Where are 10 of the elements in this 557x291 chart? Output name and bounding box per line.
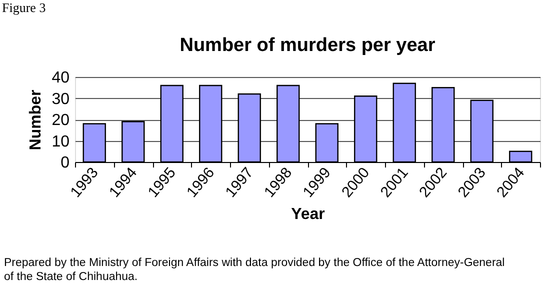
y-axis-title: Number xyxy=(28,90,45,150)
y-tick-label: 0 xyxy=(60,154,70,172)
y-tick-label: 40 xyxy=(52,70,70,86)
chart-title: Number of murders per year xyxy=(180,35,436,56)
y-tick-label: 10 xyxy=(52,133,70,150)
x-axis-title: Year xyxy=(291,206,325,224)
y-tick-label: 20 xyxy=(52,112,70,129)
caption: Figure 3 xyxy=(2,0,46,15)
text: Prepared by the Ministry of Foreign Affairs with data provided by the Office of the Attorney-General of the State of Chihuahua. xyxy=(4,257,505,283)
y-tick-label: 30 xyxy=(52,90,70,108)
